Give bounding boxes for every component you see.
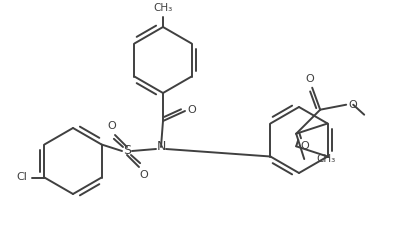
Text: S: S: [123, 145, 131, 157]
Text: O: O: [300, 141, 309, 151]
Text: N: N: [156, 141, 165, 153]
Text: O: O: [305, 74, 314, 84]
Text: O: O: [187, 105, 196, 115]
Text: CH₃: CH₃: [153, 3, 172, 13]
Text: Cl: Cl: [17, 172, 27, 183]
Text: CH₃: CH₃: [316, 154, 335, 164]
Text: O: O: [348, 100, 357, 110]
Text: O: O: [139, 170, 148, 180]
Text: O: O: [107, 121, 116, 131]
